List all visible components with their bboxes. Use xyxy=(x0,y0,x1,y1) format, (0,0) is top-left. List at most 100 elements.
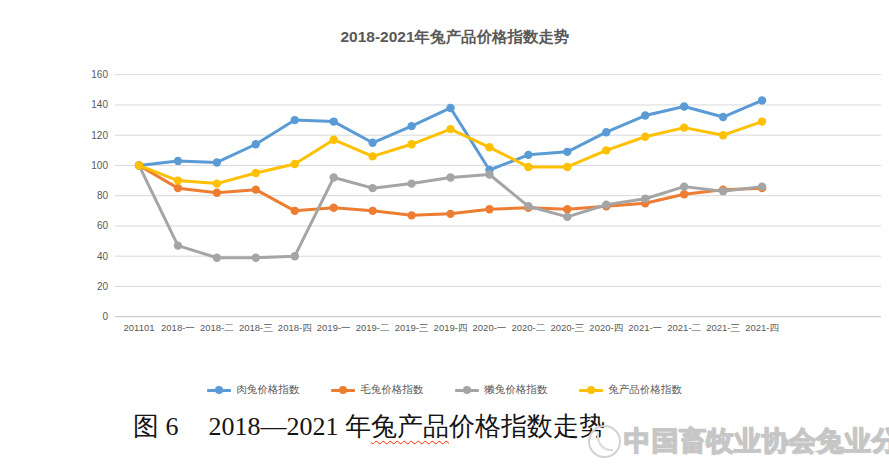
watermark-text: 中国畜牧业协会兔业分会 xyxy=(624,423,889,459)
x-axis-category-label: 2021-一 xyxy=(628,322,662,333)
x-axis-category-label: 201101 xyxy=(124,322,155,333)
data-point xyxy=(641,111,649,119)
data-point xyxy=(680,182,688,190)
figure-number: 图 6 xyxy=(133,412,179,441)
data-point xyxy=(602,128,610,136)
y-axis-tick-label: 0 xyxy=(102,311,108,322)
price-index-chart: 0204060801001201401602011012018-一2018-二2… xyxy=(0,0,889,345)
data-point xyxy=(174,157,182,165)
data-point xyxy=(330,136,338,144)
data-point xyxy=(719,131,727,139)
data-point xyxy=(446,104,454,112)
x-axis-category-label: 2019-四 xyxy=(434,322,468,333)
data-point xyxy=(330,173,338,181)
data-point xyxy=(291,207,299,215)
x-axis-category-label: 2018-一 xyxy=(161,322,195,333)
data-point xyxy=(407,179,415,187)
x-axis-category-label: 2021-四 xyxy=(745,322,779,333)
data-point xyxy=(330,204,338,212)
caption-text: 2018—2021 年 xyxy=(209,412,372,441)
data-point xyxy=(446,125,454,133)
y-axis-tick-label: 160 xyxy=(91,69,108,80)
y-axis-tick-label: 100 xyxy=(91,160,108,171)
caption-text: 价格指数走势 xyxy=(449,412,605,441)
caption-spellcheck-underlined-text: 兔产品 xyxy=(371,412,449,441)
x-axis-category-label: 2020-一 xyxy=(473,322,507,333)
x-axis-category-label: 2018-二 xyxy=(200,322,234,333)
x-axis-category-label: 2019-三 xyxy=(395,322,429,333)
legend-item-wool-rabbit-index: 毛兔价格指数 xyxy=(331,383,423,397)
y-axis-tick-label: 120 xyxy=(91,130,108,141)
x-axis-category-label: 2018-三 xyxy=(239,322,273,333)
data-point xyxy=(407,211,415,219)
data-point xyxy=(758,182,766,190)
data-point xyxy=(213,188,221,196)
data-point xyxy=(252,185,260,193)
data-point xyxy=(641,133,649,141)
x-axis-category-label: 2019-一 xyxy=(317,322,351,333)
x-axis-category-label: 2019-二 xyxy=(356,322,390,333)
watermark: 中国畜牧业协会兔业分会 xyxy=(588,423,889,459)
data-point xyxy=(719,187,727,195)
x-axis-category-label: 2021-三 xyxy=(706,322,740,333)
data-point xyxy=(485,205,493,213)
legend-item-meat-rabbit-index: 肉兔价格指数 xyxy=(207,383,299,397)
x-axis-category-label: 2018-四 xyxy=(278,322,312,333)
data-point xyxy=(680,123,688,131)
data-point xyxy=(174,184,182,192)
y-axis-tick-label: 20 xyxy=(97,281,109,292)
data-point xyxy=(719,113,727,121)
figure-caption: 图 6 2018—2021 年兔产品价格指数走势 xyxy=(133,409,605,444)
data-point xyxy=(524,163,532,171)
data-point xyxy=(758,117,766,125)
data-point xyxy=(407,140,415,148)
legend-line-marker-icon xyxy=(579,386,603,395)
data-point xyxy=(252,140,260,148)
data-point xyxy=(602,146,610,154)
legend-line-marker-icon xyxy=(455,386,479,395)
x-axis-category-label: 2020-四 xyxy=(589,322,623,333)
data-point xyxy=(174,241,182,249)
data-point xyxy=(524,202,532,210)
legend-label: 毛兔价格指数 xyxy=(360,383,423,397)
data-point xyxy=(368,184,376,192)
x-axis-category-label: 2020-三 xyxy=(550,322,584,333)
data-point xyxy=(485,143,493,151)
data-point xyxy=(330,117,338,125)
data-point xyxy=(213,179,221,187)
data-point xyxy=(368,152,376,160)
data-point xyxy=(524,151,532,159)
data-point xyxy=(563,205,571,213)
y-axis-tick-label: 140 xyxy=(91,99,108,110)
data-point xyxy=(407,122,415,130)
data-point xyxy=(291,252,299,260)
legend-line-marker-icon xyxy=(207,386,231,395)
data-point xyxy=(291,116,299,124)
data-point xyxy=(446,173,454,181)
data-point xyxy=(563,213,571,221)
data-point xyxy=(602,201,610,209)
legend-item-rabbit-product-index: 兔产品价格指数 xyxy=(579,383,682,397)
legend-label: 獭兔价格指数 xyxy=(484,383,547,397)
data-point xyxy=(680,102,688,110)
data-point xyxy=(563,163,571,171)
data-point xyxy=(680,190,688,198)
data-point xyxy=(368,207,376,215)
legend-item-rex-rabbit-index: 獭兔价格指数 xyxy=(455,383,547,397)
data-point xyxy=(485,170,493,178)
y-axis-tick-label: 60 xyxy=(97,220,109,231)
data-point xyxy=(213,158,221,166)
legend-line-marker-icon xyxy=(331,386,355,395)
data-point xyxy=(252,169,260,177)
data-point xyxy=(641,195,649,203)
x-axis-category-label: 2020-二 xyxy=(511,322,545,333)
data-point xyxy=(446,210,454,218)
data-point xyxy=(368,139,376,147)
data-point xyxy=(174,176,182,184)
data-point xyxy=(252,254,260,262)
data-point xyxy=(291,160,299,168)
article-figure-page: 2018-2021年兔产品价格指数走势 02040608010012014016… xyxy=(0,0,889,476)
legend-label: 肉兔价格指数 xyxy=(236,383,299,397)
data-point xyxy=(758,96,766,104)
data-point xyxy=(213,254,221,262)
